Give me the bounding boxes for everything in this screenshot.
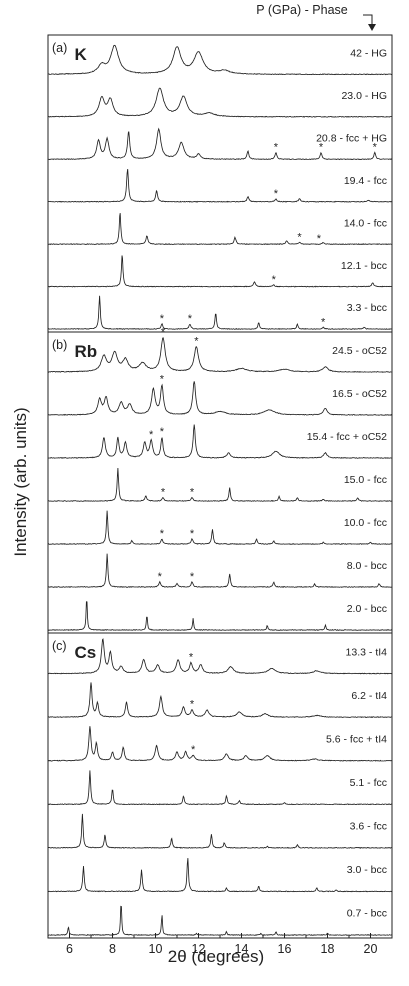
xrd-pattern-line — [47, 168, 392, 203]
xrd-pattern-line — [47, 638, 393, 675]
xrd-pattern-line — [47, 601, 393, 631]
impurity-star-marker: * — [319, 142, 324, 154]
impurity-star-marker: * — [188, 313, 193, 325]
panel-element: K — [75, 45, 88, 64]
panel-tag: (c) — [52, 639, 67, 653]
xrd-pattern-line — [47, 44, 393, 76]
x-axis: 6 8 10 12 14 16 18 20 — [47, 933, 393, 956]
impurity-star-marker: * — [274, 142, 279, 154]
pattern-label: 2.0 - bcc — [347, 603, 387, 615]
pattern-label: 14.0 - fcc — [344, 217, 387, 229]
xrd-pattern-line — [48, 213, 393, 246]
x-tick-label: 20 — [364, 942, 378, 956]
pattern-label: 13.3 - tI4 — [346, 646, 388, 658]
panel-element: Rb — [75, 342, 98, 361]
xrd-pattern-line — [47, 255, 393, 288]
pattern-label: 16.5 - oC52 — [332, 388, 387, 400]
impurity-star-marker: * — [160, 374, 165, 386]
impurity-star-marker: * — [373, 142, 378, 154]
impurity-star-marker: * — [190, 699, 195, 711]
pattern-label: 15.0 - fcc — [344, 474, 387, 486]
impurity-star-marker: * — [160, 313, 165, 325]
xrd-pattern-line — [47, 87, 392, 118]
impurity-star-marker: * — [321, 316, 326, 328]
pattern-label: 24.5 - oC52 — [332, 345, 387, 357]
pattern-label: 5.1 - fcc — [350, 777, 387, 789]
x-tick-label: 14 — [235, 942, 249, 956]
pattern-label: 12.1 - bcc — [341, 260, 387, 272]
impurity-star-marker: * — [158, 571, 163, 583]
xrd-pattern-line — [47, 337, 392, 373]
panel-element: Cs — [75, 643, 97, 662]
xrd-pattern-line — [47, 381, 393, 416]
pattern-label: 10.0 - fcc — [344, 517, 387, 529]
impurity-star-marker: * — [317, 233, 322, 245]
impurity-star-marker: * — [191, 744, 196, 756]
impurity-star-marker: * — [190, 487, 195, 499]
xrd-pattern-line — [47, 905, 393, 936]
panel-frame — [47, 34, 393, 333]
panel-frame — [47, 632, 393, 939]
xrd-pattern-line — [47, 858, 393, 893]
x-tick-label: 16 — [278, 942, 292, 956]
xrd-pattern-line — [47, 295, 393, 330]
impurity-star-marker: * — [272, 274, 277, 286]
xrd-pattern-line — [47, 682, 393, 719]
pattern-label: 15.4 - fcc + oC52 — [307, 431, 387, 443]
xrd-pattern-line — [48, 770, 393, 806]
impurity-star-marker: * — [194, 335, 199, 347]
impurity-star-marker: * — [274, 188, 279, 200]
x-axis-label: 2θ (degrees) — [168, 947, 264, 966]
panel-frame — [47, 331, 393, 634]
xrd-pattern-line — [47, 553, 393, 588]
impurity-star-marker: * — [190, 528, 195, 540]
impurity-star-marker: * — [190, 571, 195, 583]
pressure-phase-header: P (GPa) - Phase — [256, 3, 348, 17]
xrd-pattern-line — [47, 424, 393, 459]
pattern-label: 20.8 - fcc + HG — [316, 132, 387, 144]
pattern-label: 3.3 - bcc — [347, 302, 387, 314]
x-tick-label: 8 — [109, 942, 116, 956]
xrd-pattern-line — [47, 467, 393, 502]
pattern-label: 19.4 - fcc — [344, 175, 387, 187]
impurity-star-marker: * — [189, 651, 194, 663]
panel-tag: (a) — [52, 41, 67, 55]
pattern-label: 0.7 - bcc — [347, 908, 387, 920]
pattern-label: 42 - HG — [350, 48, 387, 60]
xrd-pattern-line — [47, 510, 393, 545]
xrd-pattern-line — [47, 127, 393, 161]
xrd-pattern-line — [47, 726, 393, 762]
header-arrow-head — [368, 24, 376, 31]
impurity-star-marker: * — [297, 231, 302, 243]
impurity-star-marker: * — [161, 487, 166, 499]
impurity-star-marker: * — [160, 426, 165, 438]
x-tick-label: 10 — [149, 942, 163, 956]
pattern-label: 5.6 - fcc + tI4 — [326, 733, 387, 745]
pattern-label: 6.2 - tI4 — [351, 690, 387, 702]
pattern-label: 23.0 - HG — [341, 90, 387, 102]
x-tick-label: 6 — [66, 942, 73, 956]
pattern-label: 8.0 - bcc — [347, 560, 387, 572]
impurity-star-marker: * — [161, 327, 166, 339]
panel-tag: (b) — [52, 338, 67, 352]
pattern-label: 3.6 - fcc — [350, 821, 387, 833]
impurity-star-marker: * — [160, 528, 165, 540]
header-arrow — [363, 14, 373, 26]
impurity-star-marker: * — [149, 429, 154, 441]
y-axis-label: Intensity (arb. units) — [11, 407, 30, 556]
x-tick-label: 18 — [321, 942, 335, 956]
xrd-pattern-line — [47, 813, 392, 849]
x-tick-label: 12 — [192, 942, 206, 956]
pattern-label: 3.0 - bcc — [347, 864, 387, 876]
